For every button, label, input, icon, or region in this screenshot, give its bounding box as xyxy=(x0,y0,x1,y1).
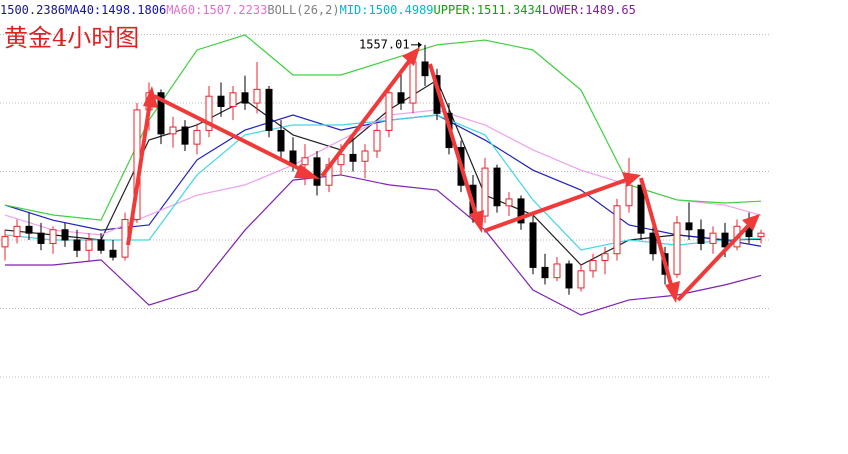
indicator-value: 1500.2386 xyxy=(0,3,65,17)
candle-body xyxy=(505,198,513,207)
arrow xyxy=(428,63,479,219)
candle-body xyxy=(613,205,621,255)
candle-body xyxy=(109,249,117,258)
candle-body xyxy=(529,222,537,268)
candle-body xyxy=(361,150,369,162)
indicator-value: 1500.4989 xyxy=(369,3,434,17)
candle-body xyxy=(649,232,657,255)
candle-body xyxy=(337,153,345,166)
trend-arrows xyxy=(126,47,760,303)
candle-body xyxy=(385,92,393,131)
indicator-value: 1489.65 xyxy=(585,3,636,17)
candle-body xyxy=(397,92,405,104)
annotation: 1557.01 xyxy=(359,37,422,51)
arrow xyxy=(126,101,152,246)
indicator-name: LOWER: xyxy=(542,3,585,17)
candle-body xyxy=(493,167,501,207)
candle-body xyxy=(1,236,9,248)
candle-body xyxy=(577,270,585,289)
candle-body xyxy=(721,232,729,248)
candle-body xyxy=(313,157,321,186)
candle-body xyxy=(553,263,561,279)
chart-title: 黄金4小时图 xyxy=(4,24,139,52)
candle-body xyxy=(13,225,21,238)
indicator-name: MID: xyxy=(340,3,369,17)
indicator-header: 1500.2386MA40:1498.1806MA60:1507.2233BOL… xyxy=(0,3,636,17)
indicator-name: UPPER: xyxy=(434,3,477,17)
arrow-head xyxy=(622,172,641,187)
arrow xyxy=(320,58,412,178)
candle-body xyxy=(697,229,705,244)
candle-body xyxy=(685,222,693,231)
candle-body xyxy=(241,92,249,104)
candle-body xyxy=(157,92,165,135)
high-label: 1557.01 xyxy=(359,37,410,51)
candle-body xyxy=(565,263,573,289)
indicator-value: 1507.2233 xyxy=(202,3,267,17)
arrow-head xyxy=(665,281,680,303)
arrow xyxy=(676,224,750,302)
candle-body xyxy=(181,126,189,145)
candle-body xyxy=(589,260,597,272)
candle-body xyxy=(169,126,177,135)
candle-body xyxy=(673,222,681,275)
candle-body xyxy=(25,225,33,234)
arrow-head xyxy=(143,86,158,108)
indicator-readout: 1500.2386MA40:1498.1806MA60:1507.2233BOL… xyxy=(0,3,636,17)
indicator-value: 1498.1806 xyxy=(101,3,166,17)
candle-body xyxy=(373,129,381,152)
high-pointer-head xyxy=(418,41,422,48)
candle-body xyxy=(253,88,261,104)
arrow-head xyxy=(742,214,760,231)
arrow xyxy=(483,178,627,233)
candle-body xyxy=(409,61,417,104)
indicator-line xyxy=(5,174,762,316)
indicator-name: MA40: xyxy=(65,3,101,17)
candle-body xyxy=(277,129,285,152)
candle-body xyxy=(301,157,309,166)
indicator-name: MA60: xyxy=(166,3,202,17)
grid xyxy=(0,34,770,378)
candle-body xyxy=(601,253,609,262)
candle-body xyxy=(625,184,633,207)
candle-body xyxy=(205,95,213,131)
candle-body xyxy=(85,239,93,251)
arrow xyxy=(639,177,674,289)
candle-body xyxy=(709,232,717,244)
candle-body xyxy=(757,232,765,238)
candle-body xyxy=(37,232,45,244)
candle-body xyxy=(421,61,429,77)
candle-body xyxy=(217,95,225,107)
candle-body xyxy=(229,92,237,107)
candles xyxy=(1,44,765,295)
candle-body xyxy=(541,266,549,279)
arrow-head xyxy=(469,210,484,233)
indicator-value: 1511.3434 xyxy=(477,3,542,17)
candle-body xyxy=(265,88,273,131)
candle-body xyxy=(97,239,105,251)
arrow-head xyxy=(294,164,320,179)
candle-body xyxy=(517,198,525,224)
candle-body xyxy=(49,229,57,244)
arrow xyxy=(153,94,307,174)
candle-body xyxy=(73,239,81,251)
candle-body xyxy=(61,229,69,241)
arrow-head xyxy=(402,47,420,66)
candle-body xyxy=(349,153,357,162)
candle-body xyxy=(481,167,489,217)
candle-body xyxy=(193,129,201,145)
boll-label: BOLL(26,2) xyxy=(267,3,339,17)
